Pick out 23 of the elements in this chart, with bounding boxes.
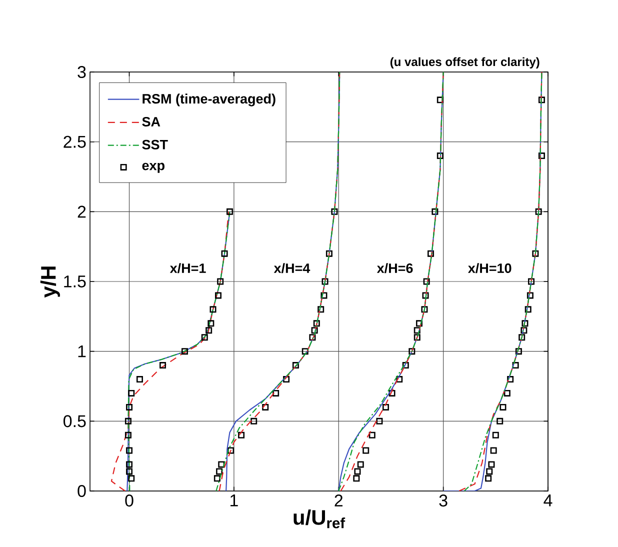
y-tick-label: 3 — [78, 66, 86, 78]
y-tick-label: 2 — [78, 206, 86, 218]
legend-label: SST — [142, 140, 168, 150]
annotation: x/H=10 — [468, 263, 512, 274]
x-tick-label: 1 — [230, 494, 238, 506]
y-tick-label: 1.5 — [64, 276, 86, 288]
x-tick-label: 3 — [439, 494, 448, 507]
legend-label: SA — [142, 116, 160, 127]
y-tick-label: 2.5 — [64, 136, 86, 148]
legend-label: RSM (time-averaged) — [142, 94, 276, 106]
x-tick-label: 4 — [544, 494, 552, 506]
annotation: x/H=4 — [274, 263, 310, 274]
x-tick-label: 0 — [125, 494, 134, 507]
y-axis-title: y/H — [40, 266, 60, 298]
x-tick-label: 2 — [334, 494, 342, 506]
y-tick-label: 0.5 — [63, 415, 86, 428]
legend-label: exp — [142, 162, 164, 173]
text: (u values offset for clarity) — [390, 57, 540, 68]
annotation: x/H=6 — [376, 263, 413, 274]
y-tick-label: 1 — [78, 345, 86, 358]
x-axis-title: u/U$_{ref}$ — [294, 509, 346, 528]
y-tick-label: 0 — [78, 484, 86, 498]
annotation: x/H=1 — [170, 263, 206, 274]
